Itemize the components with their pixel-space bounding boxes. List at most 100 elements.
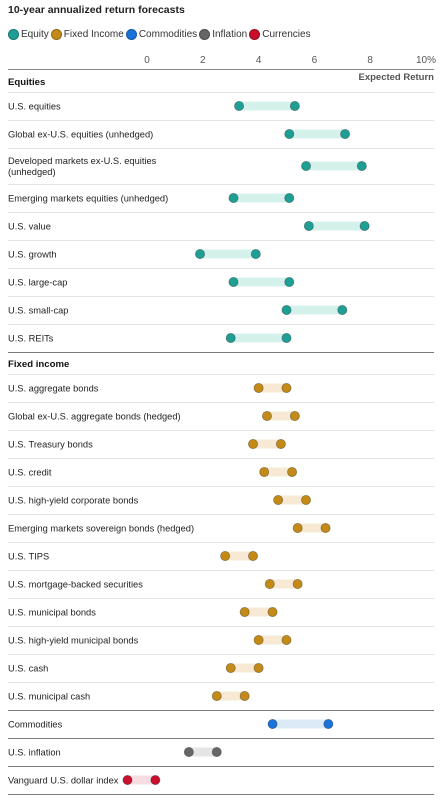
row-label: Vanguard U.S. dollar index (8, 776, 119, 786)
range-band (188, 747, 217, 757)
legend-item-inflation: Inflation (199, 29, 247, 40)
high-point (267, 607, 278, 618)
legend-swatch-fixed-income (50, 29, 62, 40)
low-point (284, 128, 295, 139)
high-point (275, 438, 286, 449)
x-tick-label: 6 (312, 55, 318, 66)
legend-item-commodities: Commodities (125, 29, 198, 40)
legend: Equity Fixed Income Commodities Inflatio… (8, 29, 313, 40)
low-point (122, 775, 133, 786)
low-point (281, 304, 292, 315)
low-point (248, 438, 259, 449)
range-band (239, 101, 295, 111)
x-axis-label: Expected Return (359, 72, 435, 83)
row-label: U.S. high-yield corporate bonds (8, 496, 139, 506)
row-label: U.S. mortgage-backed securities (8, 580, 143, 590)
legend-label-currencies: Currencies (262, 29, 311, 40)
chart-title: 10-year annualized return forecasts (8, 4, 185, 16)
low-point (253, 635, 264, 646)
row-label: Developed markets ex-U.S. equities (unhed… (8, 156, 157, 177)
low-point (273, 494, 284, 505)
low-point (267, 719, 278, 730)
row-label: U.S. REITs (8, 334, 54, 344)
high-point (323, 719, 334, 730)
range-band (225, 551, 254, 561)
x-tick-label: 4 (256, 55, 262, 66)
legend-swatch-inflation (199, 29, 211, 40)
range-band (286, 305, 343, 315)
row-label: U.S. inflation (8, 748, 61, 758)
range-band (230, 333, 287, 343)
legend-swatch-equity (8, 29, 19, 40)
low-point (303, 220, 314, 231)
low-point (211, 691, 222, 702)
range-band (308, 221, 365, 231)
row-label: U.S. credit (8, 468, 52, 478)
range-band (272, 719, 329, 729)
range-band (233, 277, 290, 287)
section-heading: Equities (8, 77, 45, 88)
high-point (211, 747, 222, 758)
high-point (150, 775, 161, 786)
high-point (320, 523, 331, 534)
high-point (284, 276, 295, 287)
legend-swatch-currencies (249, 29, 261, 40)
row-label: U.S. municipal bonds (8, 608, 96, 618)
high-point (253, 663, 264, 674)
high-point (284, 192, 295, 203)
high-point (356, 160, 367, 171)
row-label: U.S. large-cap (8, 278, 67, 288)
range-band (289, 129, 346, 139)
range-band (278, 495, 307, 505)
range-band (266, 411, 295, 421)
low-point (264, 579, 275, 590)
low-point (253, 382, 264, 393)
range-band (258, 635, 287, 645)
high-point (337, 304, 348, 315)
high-point (281, 635, 292, 646)
low-point (183, 747, 194, 758)
row-label: Emerging markets equities (unhedged) (8, 194, 168, 204)
high-point (301, 494, 312, 505)
x-tick-label: 0 (144, 55, 150, 66)
range-band (233, 193, 290, 203)
row-label: Global ex-U.S. aggregate bonds (hedged) (8, 412, 181, 422)
range-band (216, 691, 245, 701)
low-point (239, 607, 250, 618)
range-band (297, 523, 326, 533)
range-band (200, 249, 256, 259)
low-point (301, 160, 312, 171)
range-band (230, 663, 259, 673)
legend-item-equity: Equity (8, 29, 49, 40)
high-point (250, 248, 261, 259)
range-band (253, 439, 281, 449)
row-label: U.S. TIPS (8, 552, 49, 562)
legend-label-inflation: Inflation (212, 29, 248, 40)
x-tick-label: 10% (416, 55, 436, 66)
low-point (195, 248, 206, 259)
high-point (289, 410, 300, 421)
range-band (258, 383, 287, 393)
row-label: U.S. aggregate bonds (8, 384, 99, 394)
row-label: U.S. small-cap (8, 306, 68, 316)
legend-item-fixed-income: Fixed Income (50, 29, 124, 40)
row-label: U.S. Treasury bonds (8, 440, 93, 450)
row-label: U.S. high-yield municipal bonds (8, 636, 139, 646)
low-point (225, 332, 236, 343)
low-point (220, 551, 231, 562)
low-point (261, 410, 272, 421)
low-point (228, 276, 239, 287)
legend-label-commodities: Commodities (138, 29, 198, 40)
low-point (234, 101, 245, 112)
range-band (306, 161, 362, 171)
high-point (359, 220, 370, 231)
high-point (281, 332, 292, 343)
row-label: U.S. cash (8, 664, 48, 674)
row-label: U.S. growth (8, 250, 57, 260)
high-point (281, 382, 292, 393)
range-band (127, 775, 156, 785)
low-point (225, 663, 236, 674)
range-band (269, 579, 298, 589)
range-band (264, 467, 293, 477)
